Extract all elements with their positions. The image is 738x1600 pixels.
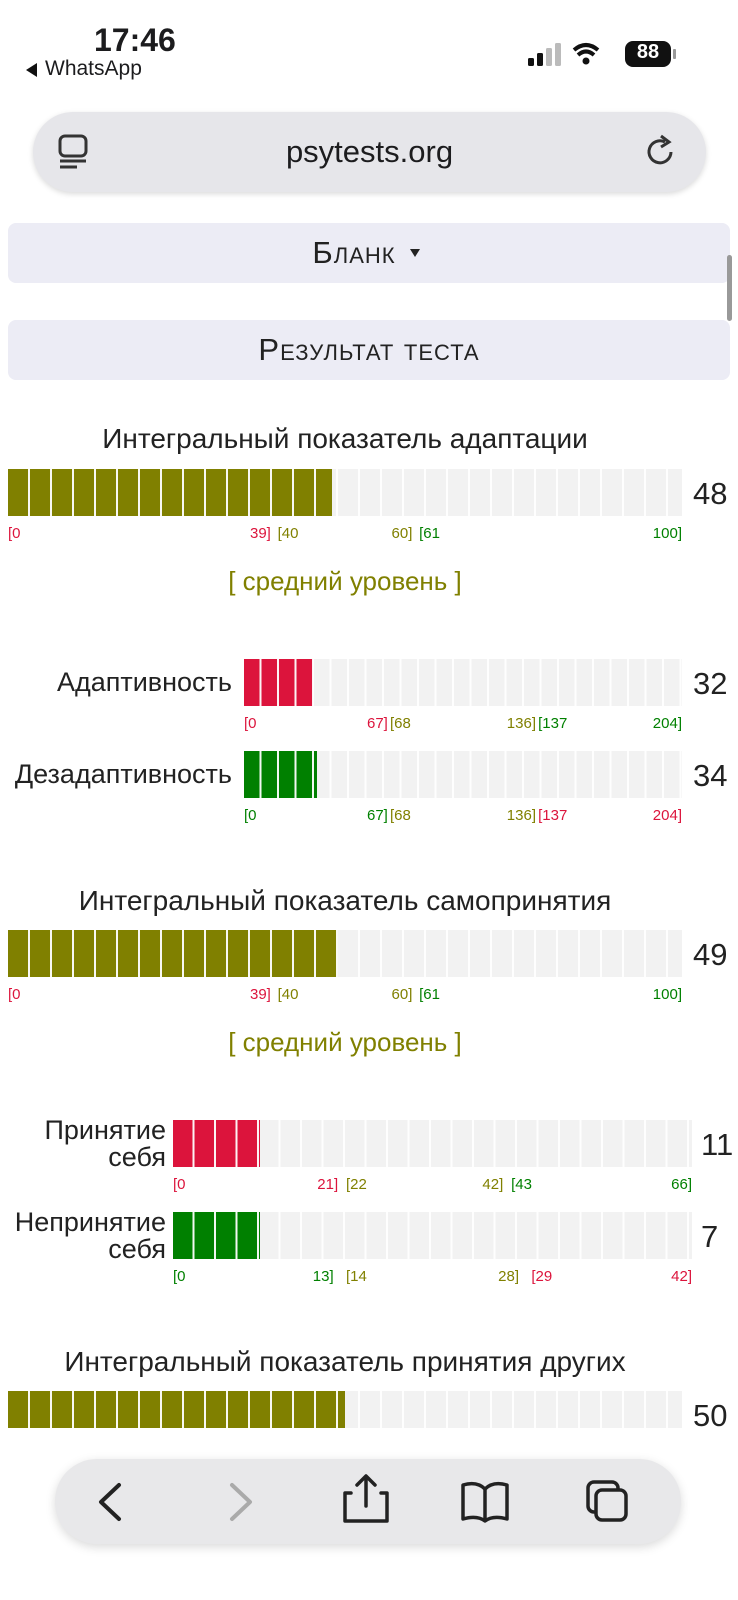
range-label: 39] <box>250 986 271 1003</box>
range-label: [0 <box>244 715 257 732</box>
score: 49 <box>693 937 728 972</box>
scale-label: Принятие себя <box>0 1116 167 1170</box>
back-button[interactable] <box>99 1483 121 1521</box>
bar-track <box>244 751 682 798</box>
range-label: [68 <box>390 715 411 732</box>
range-label: 28] <box>498 1268 519 1285</box>
range-label: 21] <box>317 1176 339 1193</box>
range-label: 60] <box>391 986 413 1003</box>
form-button[interactable]: Бланк <box>8 223 730 283</box>
range-label: [22 <box>346 1176 367 1193</box>
range-label: [0 <box>244 807 257 824</box>
bookmarks-button[interactable] <box>461 1481 509 1523</box>
scale-label: Адаптивность <box>0 659 232 706</box>
toolbar-icons <box>99 1474 628 1523</box>
range-label: 100] <box>652 986 682 1003</box>
content: 17:46 WhatsApp 88 psytests.org Бланк Рез… <box>0 22 734 1428</box>
scale-label: Непринятие себя <box>0 1208 166 1262</box>
range-label: [29 <box>531 1268 553 1285</box>
scale-title: Интегральный показатель самопринятия <box>78 885 612 916</box>
range-label: 67] <box>366 715 388 732</box>
range-label: [68 <box>390 807 411 824</box>
score: 11 <box>701 1127 734 1162</box>
range-label: [61 <box>419 986 440 1003</box>
range-label: 39] <box>250 525 271 542</box>
bar-fill <box>8 930 339 977</box>
tabs-button[interactable] <box>586 1480 628 1522</box>
range-label: [40 <box>277 525 299 542</box>
range-label: 204] <box>652 715 682 732</box>
result-button[interactable]: Результат теста <box>8 320 730 380</box>
bar-fill <box>173 1120 260 1167</box>
bar-fill <box>173 1212 260 1259</box>
score: 7 <box>701 1219 719 1254</box>
range-label: 67] <box>366 807 388 824</box>
scale-label-text: Дезадаптивность <box>14 759 232 789</box>
back-arrow-icon <box>26 63 37 77</box>
range-label: [137 <box>538 715 568 732</box>
scale-label-text: Адаптивность <box>56 667 232 697</box>
scale-label: Дезадаптивность <box>0 751 232 798</box>
score: 32 <box>693 666 728 701</box>
scale-label-text: Непринятие себя <box>14 1206 166 1264</box>
range-label: 60] <box>391 525 413 542</box>
address-bar[interactable]: psytests.org <box>33 112 706 192</box>
back-app[interactable]: WhatsApp <box>45 57 142 80</box>
score: 34 <box>693 758 728 793</box>
range-label: [137 <box>538 807 568 824</box>
range-label: 42] <box>482 1176 504 1193</box>
range-label: [0 <box>173 1268 186 1285</box>
share-button[interactable] <box>343 1474 389 1523</box>
range-label: [0 <box>173 1176 186 1193</box>
url[interactable]: psytests.org <box>285 134 454 169</box>
range-label: 13] <box>312 1268 334 1285</box>
range-label: [43 <box>511 1176 532 1193</box>
toolbar <box>55 1459 681 1544</box>
level-label: [ средний уровень ] <box>228 566 462 596</box>
scale-title: Интегральный показатель принятия других <box>64 1346 626 1377</box>
battery-level: 88 <box>636 41 660 63</box>
reader-icon <box>58 134 88 169</box>
bar-track <box>244 659 682 706</box>
score: 50 <box>693 1398 728 1428</box>
clock: 17:46 <box>94 22 176 58</box>
range-label: 136] <box>506 715 536 732</box>
forward-button <box>230 1483 252 1521</box>
status-icons <box>528 41 676 67</box>
range-label: 136] <box>506 807 536 824</box>
level-label: [ средний уровень ] <box>228 1027 462 1057</box>
bar-fill <box>244 659 313 706</box>
range-label: [0 <box>8 525 21 542</box>
score: 48 <box>693 476 728 511</box>
dropdown-icon <box>409 249 420 257</box>
bar-fill <box>8 1391 345 1428</box>
range-label: [14 <box>346 1268 367 1285</box>
bar-fill <box>8 469 332 516</box>
reload-icon[interactable] <box>643 134 679 170</box>
bar-track <box>173 1212 692 1259</box>
scale-label-text: Принятие себя <box>44 1114 167 1172</box>
button-label: Бланк <box>312 235 396 270</box>
range-label: [0 <box>8 986 21 1003</box>
button-label: Результат теста <box>258 332 480 367</box>
range-label: 66] <box>671 1176 692 1193</box>
scrollbar <box>727 255 732 321</box>
range-label: 100] <box>652 525 682 542</box>
range-label: [61 <box>419 525 440 542</box>
range-label: 42] <box>671 1268 692 1285</box>
bar-track <box>173 1120 692 1167</box>
range-label: [40 <box>277 986 299 1003</box>
bar-fill <box>244 751 317 798</box>
range-label: 204] <box>652 807 682 824</box>
scale-title: Интегральный показатель адаптации <box>102 423 588 454</box>
